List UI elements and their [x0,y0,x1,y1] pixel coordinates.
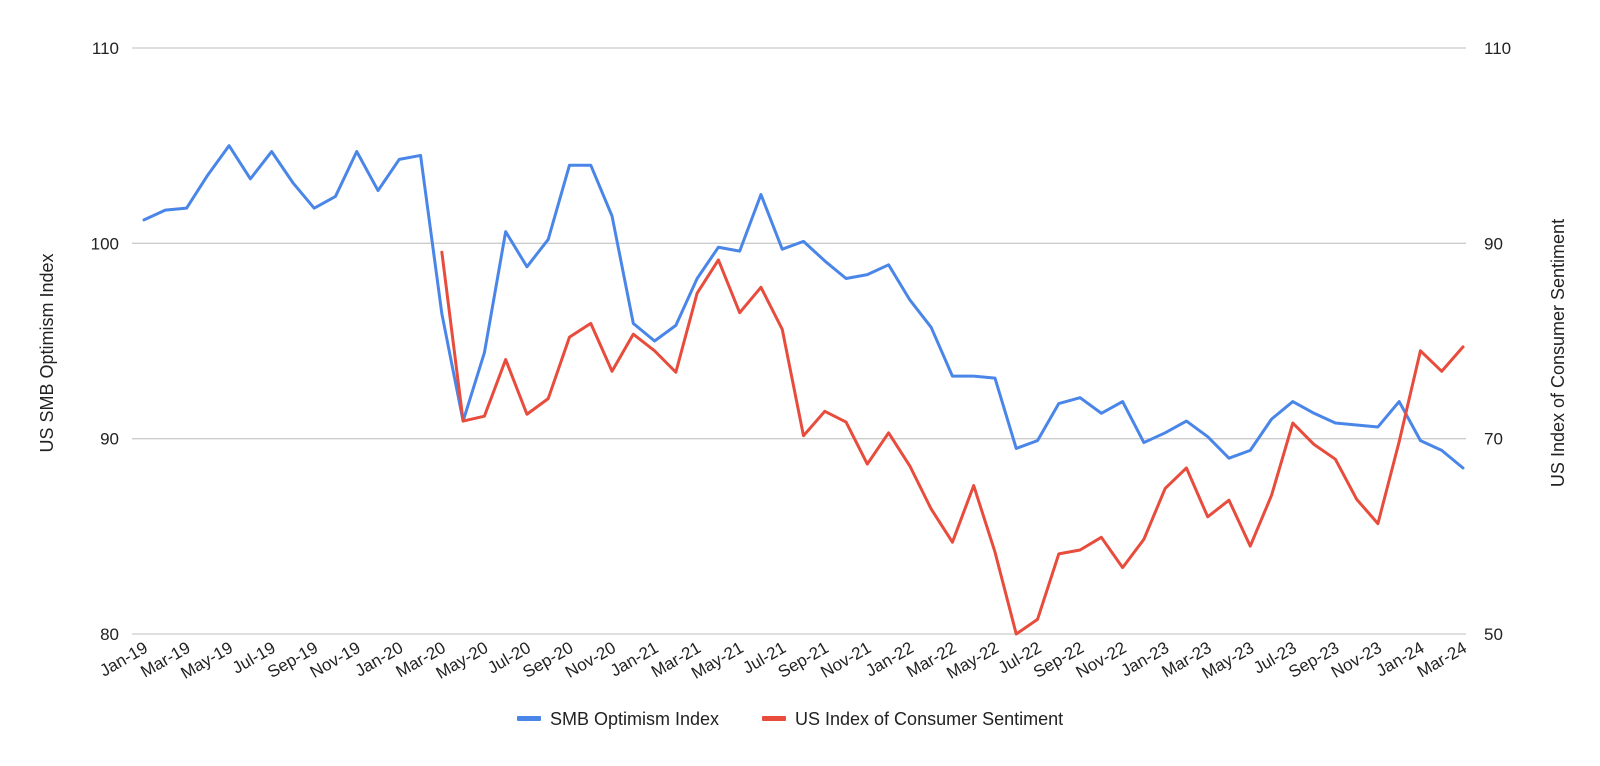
right-tick-label: 50 [1484,625,1503,644]
x-tick-label: Mar-24 [1414,638,1470,681]
legend-label-consumer-sentiment: US Index of Consumer Sentiment [795,709,1063,729]
legend-label-smb: SMB Optimism Index [550,709,719,729]
gridlines [132,47,1466,635]
left-tick-label: 110 [92,39,119,58]
left-tick-label: 100 [91,234,119,253]
left-axis-title: US SMB Optimism Index [37,253,57,452]
series-line-consumer-sentiment [440,250,1465,636]
legend: SMB Optimism Index US Index of Consumer … [517,709,1063,729]
right-axis-ticks: 50 70 90 110 [1484,39,1511,644]
right-axis-title: US Index of Consumer Sentiment [1548,219,1568,487]
x-axis-ticks: Jan-19Mar-19May-19Jul-19Sep-19Nov-19Jan-… [96,638,1470,683]
legend-swatch-smb [517,716,541,721]
right-tick-label: 110 [1484,39,1511,58]
left-tick-label: 80 [100,625,119,644]
left-tick-label: 90 [100,430,119,449]
legend-swatch-consumer-sentiment [762,716,786,721]
series-line-smb-optimism [142,144,1465,470]
right-tick-label: 70 [1484,430,1503,449]
right-tick-label: 90 [1484,234,1503,253]
left-axis-ticks: 80 90 100 110 [91,39,119,644]
series-lines [142,144,1465,636]
